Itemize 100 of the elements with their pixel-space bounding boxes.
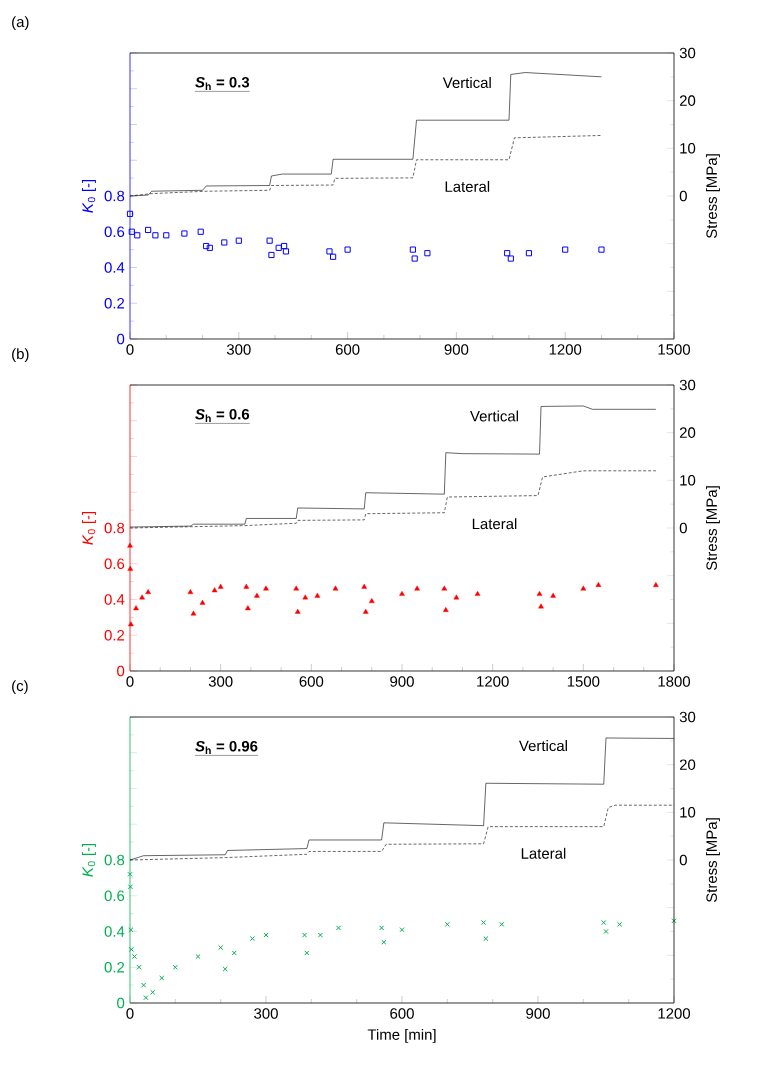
x-tick-label: 900 xyxy=(390,676,414,687)
point xyxy=(595,582,602,587)
text: (c) xyxy=(12,680,28,695)
point xyxy=(140,982,147,988)
x-tick-label: 1800 xyxy=(658,676,691,687)
text: Vertical xyxy=(519,740,567,752)
x-tick-label: 600 xyxy=(335,344,360,355)
x-tick-label: 1200 xyxy=(549,344,582,355)
y-tick-label: 0.4 xyxy=(104,262,125,273)
point xyxy=(134,232,141,239)
y2-axis-title: Stress [MPa] xyxy=(705,818,720,903)
annotation: S$_{h}$ = 0.6 xyxy=(195,408,250,422)
x-tick-label: 300 xyxy=(254,1008,278,1019)
annotation: S$_{h}$ = 0.96 xyxy=(195,740,258,754)
point xyxy=(187,589,194,595)
x-tick-label: 900 xyxy=(444,344,469,355)
point xyxy=(411,255,418,262)
y2-tick-label: 30 xyxy=(679,47,696,59)
point xyxy=(235,237,242,244)
point xyxy=(330,253,337,260)
point xyxy=(601,919,607,926)
y-tick-label: 0.2 xyxy=(104,297,125,309)
point xyxy=(598,246,605,253)
y2-tick-label: 20 xyxy=(679,427,696,438)
point xyxy=(414,585,420,591)
point xyxy=(249,936,256,942)
point xyxy=(304,950,310,956)
point xyxy=(139,594,145,600)
point xyxy=(282,248,290,255)
point xyxy=(197,228,204,235)
point xyxy=(266,237,273,244)
series-label: Vertical xyxy=(470,410,518,422)
point xyxy=(203,242,210,250)
y2-axis-title: Stress [MPa] xyxy=(705,154,720,239)
point xyxy=(525,250,533,257)
y-tick-label: 0.4 xyxy=(104,594,125,605)
point xyxy=(281,242,288,250)
point xyxy=(399,927,405,933)
point xyxy=(268,251,275,259)
point xyxy=(127,884,134,890)
point xyxy=(127,871,133,877)
y-tick-label: 0.6 xyxy=(104,558,125,570)
point xyxy=(128,621,134,627)
y2-tick-label: 30 xyxy=(679,711,696,723)
y2-tick-label: 0 xyxy=(679,190,687,202)
x-tick-label: 1200 xyxy=(658,1008,691,1019)
point xyxy=(243,583,250,589)
point xyxy=(443,607,449,612)
series-label: Lateral xyxy=(472,518,517,530)
point xyxy=(483,936,489,942)
point xyxy=(378,925,385,931)
point xyxy=(172,964,178,970)
point xyxy=(199,599,206,605)
point xyxy=(231,950,237,956)
point xyxy=(453,594,460,600)
series-label: Lateral xyxy=(521,847,566,859)
point xyxy=(441,585,448,591)
point xyxy=(195,953,201,960)
x-tick-label: 0 xyxy=(126,1008,134,1019)
point xyxy=(127,565,134,571)
point xyxy=(145,226,152,234)
point xyxy=(126,210,134,217)
y-tick-label: 0.6 xyxy=(104,226,125,238)
y-tick-label: 0.8 xyxy=(104,522,125,534)
point xyxy=(616,921,623,927)
point xyxy=(361,583,368,589)
y2-tick-label: 20 xyxy=(679,95,696,106)
point xyxy=(136,964,142,970)
x-tick-label: 0 xyxy=(126,676,134,687)
text: (a) xyxy=(12,16,29,31)
text: (b) xyxy=(12,348,29,363)
y2-tick-label: 10 xyxy=(680,143,696,154)
y-tick-label: 0.8 xyxy=(104,854,125,866)
point xyxy=(254,592,260,598)
point xyxy=(399,590,405,596)
point xyxy=(314,592,321,598)
point xyxy=(293,585,300,591)
point xyxy=(444,921,450,927)
point xyxy=(480,919,487,926)
point xyxy=(301,932,308,938)
x-tick-label: 0 xyxy=(126,344,134,355)
point xyxy=(128,228,135,235)
point xyxy=(332,585,339,591)
point xyxy=(335,925,342,931)
x-tick-label: 300 xyxy=(208,676,233,687)
point xyxy=(190,610,197,616)
x-tick-label: 300 xyxy=(226,344,251,355)
x-tick-label: 1200 xyxy=(477,676,509,687)
series-label: Lateral xyxy=(445,180,490,192)
x-tick-label: 600 xyxy=(390,1008,414,1019)
y-tick-label: 0.4 xyxy=(104,926,125,937)
point xyxy=(275,244,282,251)
y2-tick-label: 10 xyxy=(680,807,696,818)
x-tick-label: 900 xyxy=(526,1008,550,1019)
y-tick-label: 0 xyxy=(117,665,125,677)
point xyxy=(653,582,659,587)
x-tick-label: 1500 xyxy=(567,676,600,687)
point xyxy=(181,230,188,237)
y-tick-label: 0.2 xyxy=(104,629,125,641)
point xyxy=(245,605,251,611)
